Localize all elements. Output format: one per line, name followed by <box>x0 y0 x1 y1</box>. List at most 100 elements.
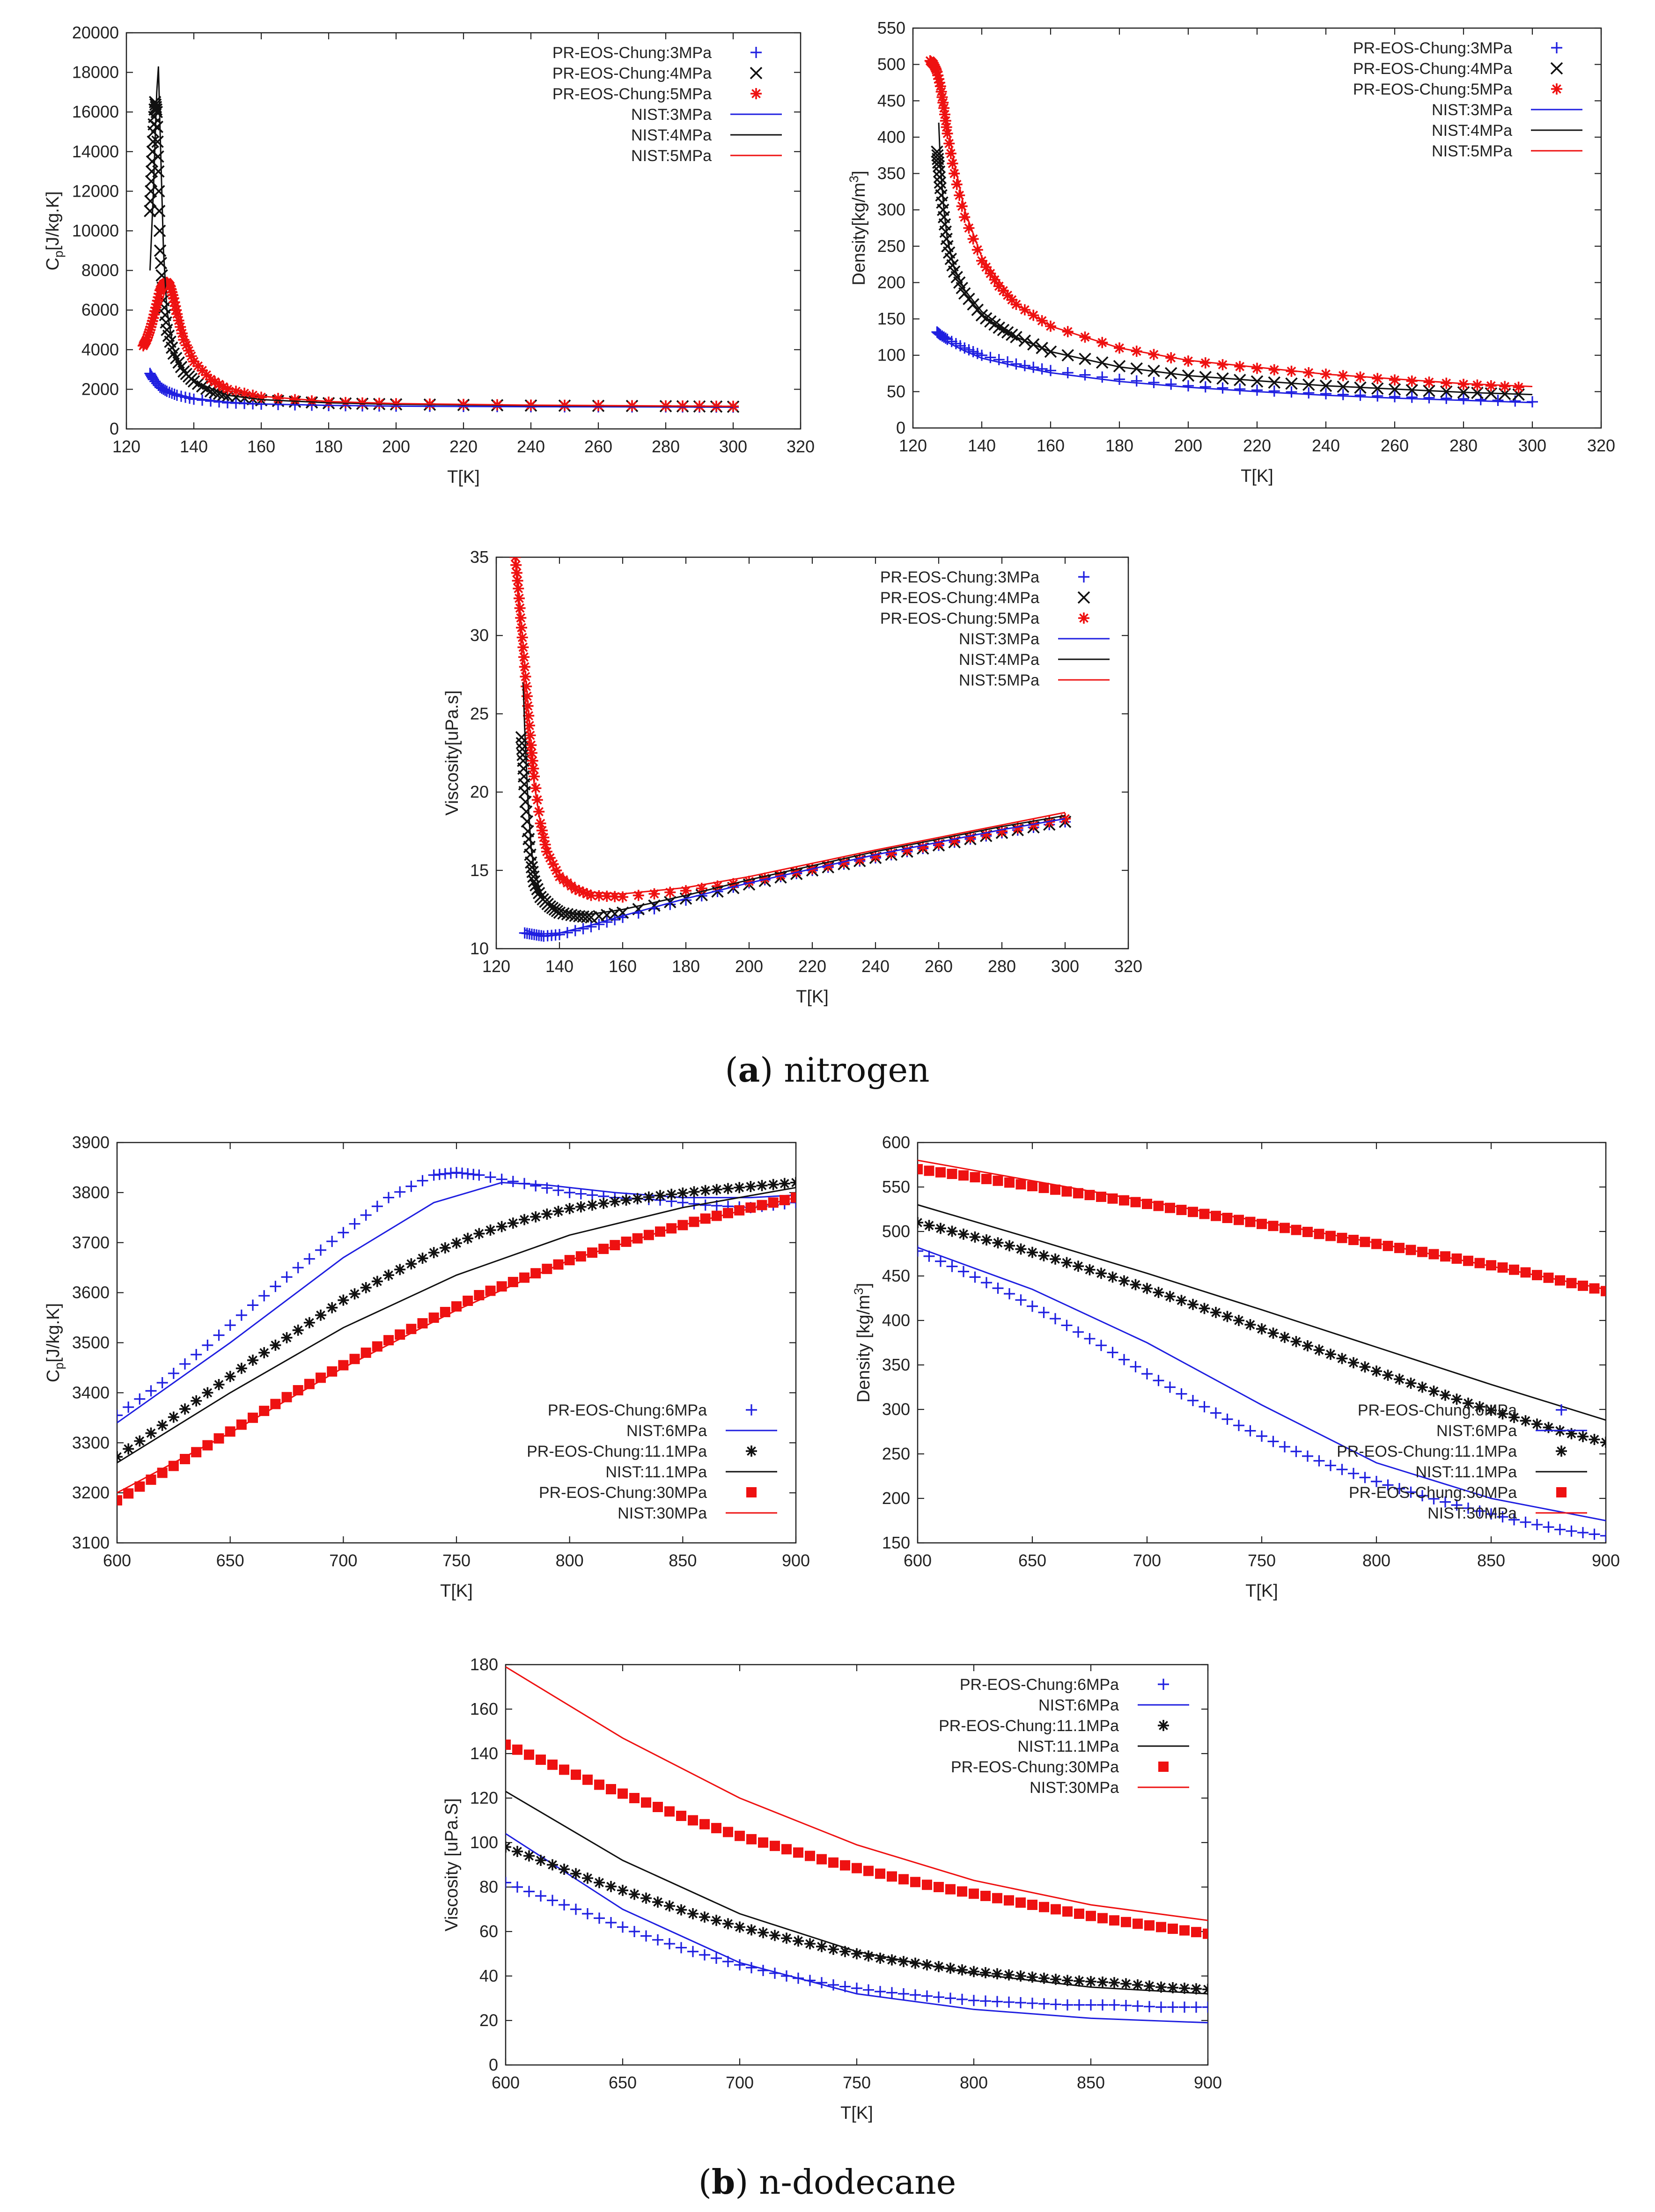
legend-label: NIST:11.1MPa <box>605 1463 707 1481</box>
data-point <box>711 1953 722 1964</box>
data-point <box>775 869 787 881</box>
data-point <box>1423 376 1435 388</box>
data-point <box>552 1205 564 1217</box>
series-PR-EOS-Chung:11.1MPa <box>506 1841 1208 1995</box>
x-tick-label: 120 <box>482 957 510 976</box>
data-point <box>1050 1253 1061 1265</box>
data-point <box>1348 1235 1359 1246</box>
data-point <box>519 796 532 808</box>
data-point <box>394 1186 406 1198</box>
legend-label: PR-EOS-Chung:6MPa <box>548 1401 707 1419</box>
data-point <box>1486 1260 1496 1271</box>
data-point <box>746 1834 757 1844</box>
data-point <box>687 1946 699 1957</box>
data-point <box>1062 367 1074 378</box>
data-point <box>1471 379 1483 391</box>
x-tick-label: 700 <box>726 2073 754 2092</box>
data-point <box>1027 1300 1038 1312</box>
data-point <box>676 1942 687 1954</box>
legend-label: PR-EOS-Chung:4MPa <box>1353 60 1512 78</box>
chart-c12_cp: 600 650 700 750 800 850 900 3100 3200 3300 3400 350… <box>44 1133 810 1601</box>
data-point <box>1234 383 1246 395</box>
x-tick-label: 800 <box>556 1551 584 1570</box>
y-tick-label: 12000 <box>72 181 119 200</box>
data-point <box>933 838 944 849</box>
x-axis-label: T[K] <box>440 1581 473 1601</box>
data-point <box>992 1968 1003 1980</box>
data-point <box>1313 1455 1325 1467</box>
data-point <box>933 171 946 184</box>
data-point <box>1486 1404 1497 1416</box>
legend-label: NIST:6MPa <box>1436 1422 1517 1440</box>
legend-label: NIST:3MPa <box>959 630 1039 648</box>
legend-marker-sample <box>1551 42 1562 53</box>
data-point <box>1337 389 1349 400</box>
data-point <box>1085 1976 1096 1987</box>
data-point <box>547 1759 558 1770</box>
data-point <box>1039 1902 1049 1912</box>
data-point <box>173 315 184 326</box>
data-point <box>1441 377 1452 389</box>
series-line <box>936 336 1533 404</box>
legend-marker-sample <box>746 1487 757 1497</box>
data-point <box>970 1172 980 1183</box>
data-point <box>945 1962 956 1974</box>
data-point <box>734 1205 745 1216</box>
data-point <box>947 1168 957 1179</box>
data-point <box>1074 1975 1085 1987</box>
data-point <box>1062 1975 1073 1986</box>
legend-marker-sample <box>750 88 762 99</box>
data-point <box>417 1175 428 1187</box>
data-point <box>699 1819 710 1829</box>
x-tick-label: 900 <box>1194 2073 1222 2092</box>
series-line <box>142 279 734 407</box>
x-axis-label: T[K] <box>840 2103 873 2123</box>
data-point <box>745 1181 757 1193</box>
data-point <box>992 1996 1003 2007</box>
data-point <box>575 1188 587 1200</box>
data-point <box>921 1990 933 2002</box>
data-point <box>745 1202 756 1213</box>
data-point <box>594 1779 604 1790</box>
data-point <box>1050 1998 1061 2010</box>
data-point <box>281 1332 293 1343</box>
data-point <box>839 1946 851 1957</box>
data-point <box>898 1956 909 1968</box>
data-point <box>980 1967 991 1978</box>
y-tick-label: 150 <box>882 1533 910 1552</box>
data-point <box>1109 1999 1120 2011</box>
data-point <box>1458 393 1469 405</box>
legend-marker-sample <box>1556 1487 1567 1497</box>
y-tick-label: 3200 <box>72 1483 110 1502</box>
y-label-text: [J/kg.K] <box>43 191 63 251</box>
data-point <box>148 309 160 320</box>
data-point <box>652 1896 663 1908</box>
series-NIST:4MPa <box>149 66 734 407</box>
series-line <box>149 369 734 408</box>
data-point <box>527 755 538 767</box>
data-point <box>1086 1910 1096 1921</box>
data-point <box>922 1880 932 1890</box>
series-NIST:30MPa <box>117 1197 796 1494</box>
data-point <box>473 1169 485 1181</box>
data-point <box>547 1895 558 1906</box>
data-point <box>1513 382 1524 393</box>
x-tick-label: 650 <box>1018 1551 1046 1570</box>
series-NIST:3MPa <box>149 369 734 408</box>
data-point <box>1474 1258 1485 1268</box>
data-point <box>1543 1521 1554 1533</box>
data-point <box>582 1774 593 1785</box>
data-point <box>901 844 913 856</box>
data-point <box>617 1885 628 1896</box>
y-label-subscript: p <box>52 1363 66 1370</box>
data-point <box>643 1191 655 1203</box>
data-point <box>156 1419 168 1431</box>
data-point <box>165 283 177 295</box>
y-label-text: C <box>43 258 63 270</box>
data-point <box>569 883 581 895</box>
data-point <box>134 1481 145 1492</box>
legend-label: NIST:5MPa <box>631 147 712 165</box>
data-point <box>547 1859 558 1871</box>
data-point <box>1155 1981 1167 1993</box>
data-point <box>383 1192 394 1203</box>
